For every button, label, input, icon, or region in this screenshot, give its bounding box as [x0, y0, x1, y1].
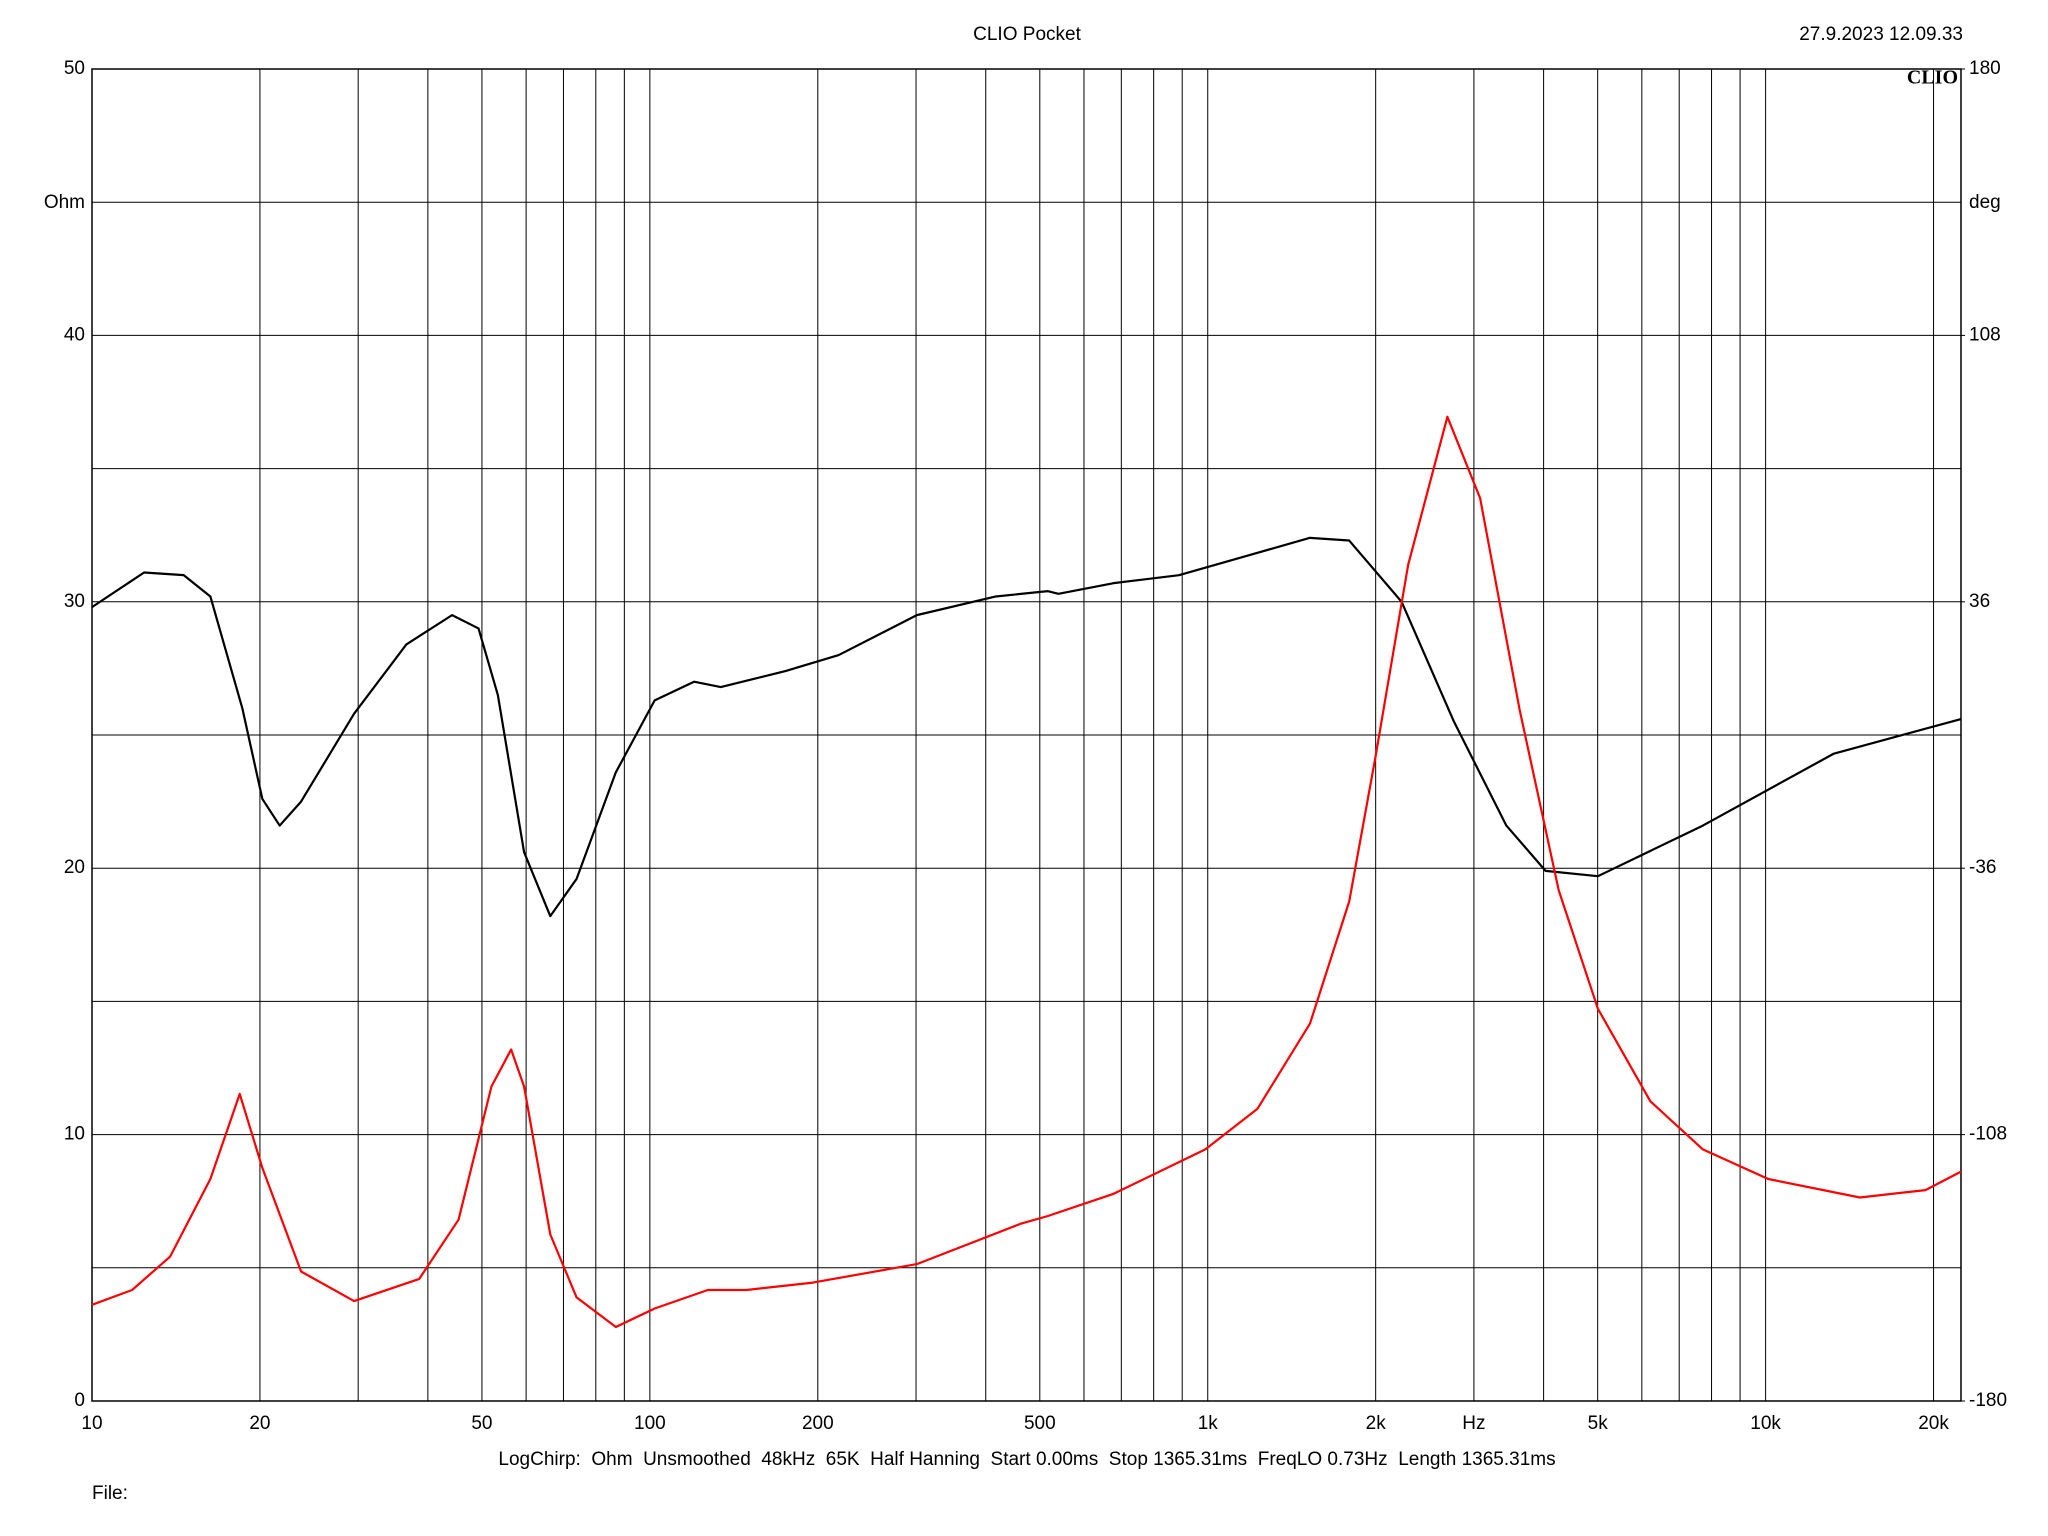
tick-labels: 10 20 50 100 200 500 1k 2k Hz 5k 10k 20k01020304050… — [64, 58, 2007, 1434]
plot-frame — [91, 68, 1962, 1402]
y-tick-label: 20 — [64, 857, 85, 878]
x-tick-label: Hz — [1462, 1413, 1485, 1434]
file-label: File: — [92, 1483, 128, 1504]
x-tick-label: 10k — [1750, 1413, 1781, 1434]
y-tick-label: 50 — [64, 58, 85, 79]
y-tick-label: 0 — [74, 1390, 85, 1411]
plot — [91, 415, 1962, 1329]
y2-tick-label: 108 — [1969, 324, 2001, 345]
x-tick-label: 20 — [249, 1413, 270, 1434]
x-tick-label: 10 — [81, 1413, 102, 1434]
timestamp: 27.9.2023 12.09.33 — [1799, 24, 1963, 45]
y2-axis-label: deg — [1969, 192, 2001, 213]
y2-tick-label: -180 — [1969, 1390, 2007, 1411]
y2-tick-label: -36 — [1969, 857, 1996, 878]
y2-tick-label: 36 — [1969, 591, 1990, 612]
x-tick-label: 20k — [1918, 1413, 1949, 1434]
x-tick-label: 1k — [1198, 1413, 1219, 1434]
x-tick-label: 5k — [1588, 1413, 1609, 1434]
y-tick-label: 30 — [64, 591, 85, 612]
grid — [91, 68, 1965, 1402]
y-tick-label: 40 — [64, 324, 85, 345]
data-line — [91, 415, 1962, 1329]
footer: LogChirp: Ohm Unsmoothed 48kHz 65K Half … — [498, 1449, 1555, 1470]
data-line — [91, 536, 1962, 918]
y2-tick-label: 180 — [1969, 58, 2001, 79]
y-axis-label: Ohm — [44, 192, 85, 213]
x-tick-label: 500 — [1024, 1413, 1056, 1434]
x-tick-label: 50 — [471, 1413, 492, 1434]
y-tick-label: 10 — [64, 1124, 85, 1145]
y2-tick-label: -108 — [1969, 1124, 2007, 1145]
x-tick-label: 2k — [1366, 1413, 1387, 1434]
logo: CLIO — [1907, 67, 1958, 89]
chart-title: CLIO Pocket — [973, 24, 1081, 45]
x-tick-label: 100 — [634, 1413, 666, 1434]
x-tick-label: 200 — [802, 1413, 834, 1434]
